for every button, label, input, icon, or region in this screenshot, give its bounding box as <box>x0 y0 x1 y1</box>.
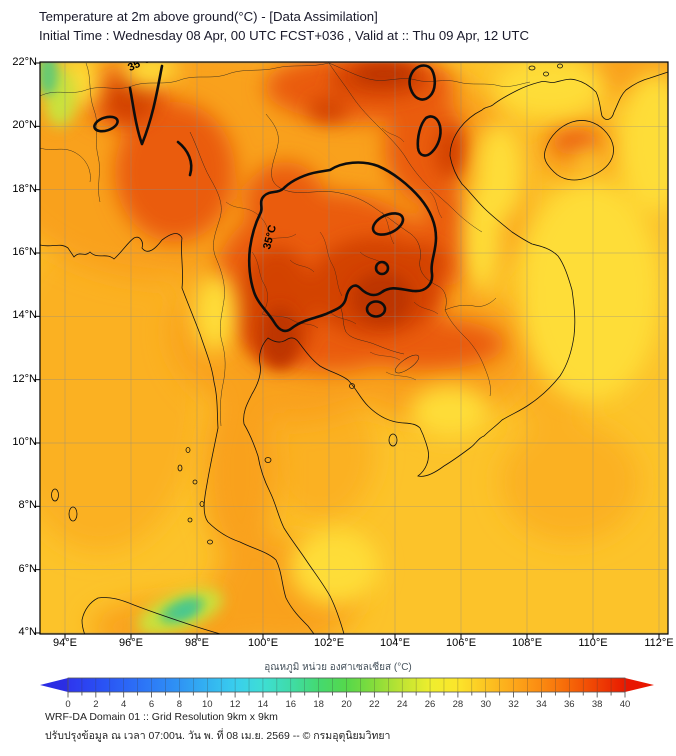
isotherm-35c-main <box>247 161 438 333</box>
map-gridlines <box>40 62 668 634</box>
warm-yellow-layer <box>60 62 668 605</box>
lon-tick-label: 102°E <box>313 637 345 649</box>
colorbar-tick-label: 18 <box>313 699 324 710</box>
colorbar-ticks <box>67 692 626 698</box>
colorbar-arrow-left <box>40 678 68 692</box>
colorbar-label: อุณหภูมิ หน่วย องศาเซลเซียส (°C) <box>264 662 412 673</box>
isotherm-35c-myanmar-v <box>128 64 164 146</box>
island <box>177 464 183 472</box>
colorbar-svg: 0 2 4 6 8 10 12 14 16 18 20 22 24 26 28 30 32 34 36 38 40 <box>40 677 654 710</box>
country-borders <box>40 62 531 427</box>
island <box>528 65 536 71</box>
lat-tick-label: 20°N <box>12 119 37 132</box>
map-content: 35°C 35°C <box>40 62 668 634</box>
teal-layer <box>170 603 198 619</box>
map-plot: 35°C 35°C <box>30 52 676 646</box>
island <box>68 506 78 522</box>
page-subtitle: Initial Time : Wednesday 08 Apr, 00 UTC … <box>39 28 530 43</box>
island <box>388 433 398 447</box>
colorbar-tick-label: 34 <box>536 699 547 710</box>
colorbar-tick-label: 40 <box>620 699 631 710</box>
colorbar-tick-label: 24 <box>397 699 408 710</box>
lon-tick-label: 100°E <box>247 637 279 649</box>
colorbar-tick-label: 6 <box>149 699 154 710</box>
page-title: Temperature at 2m above ground(°C) - [Da… <box>39 9 378 24</box>
island <box>349 383 355 389</box>
colorbar-tick-label: 36 <box>564 699 575 710</box>
island <box>51 488 59 502</box>
axis-tick-marks <box>34 62 660 640</box>
colorbar-tick-label: 8 <box>177 699 182 710</box>
lon-tick-label: 106°E <box>445 637 477 649</box>
lat-tick-label: 14°N <box>12 309 37 322</box>
colorbar-tick-label: 14 <box>258 699 269 710</box>
colorbar-tick-label: 28 <box>453 699 464 710</box>
colorbar-tick-label: 12 <box>230 699 241 710</box>
island <box>185 447 191 453</box>
mainland-coast-gulf-vietnam <box>243 71 668 634</box>
tonle-sap-lake <box>394 354 420 374</box>
colorbar-arrow-right <box>625 678 654 692</box>
lon-tick-label: 110°E <box>578 637 608 649</box>
isotherm-35c-nvietnam-1 <box>408 64 437 101</box>
island <box>557 63 563 69</box>
isotherm-35c-nvietnam-2 <box>416 115 442 157</box>
lat-tick-label: 4°N <box>18 625 37 638</box>
colorbar-tick-label: 0 <box>65 699 70 710</box>
lat-tick-label: 10°N <box>12 435 37 448</box>
isotherm-35c-inner <box>365 300 387 318</box>
colorbar-tick-labels: 0 2 4 6 8 10 12 14 16 18 20 22 24 26 28 30 32 34 36 38 40 <box>65 699 630 710</box>
island <box>192 479 198 485</box>
island <box>264 457 272 463</box>
colorbar-tick-label: 10 <box>202 699 213 710</box>
colorbar: 0 2 4 6 8 10 12 14 16 18 20 22 24 26 28 30 32 34 36 38 40 <box>30 670 676 716</box>
isotherm-contours <box>93 64 442 333</box>
title-block: Temperature at 2m above ground(°C) - [Da… <box>39 7 529 45</box>
colorbar-tick-label: 32 <box>508 699 519 710</box>
island <box>543 71 549 77</box>
colorbar-tick-label: 16 <box>286 699 297 710</box>
colorbar-tick-label: 22 <box>369 699 380 710</box>
footer-line-2: ปรับปรุงข้อมูล ณ เวลา 07:00น. วัน พ. ที่… <box>45 730 391 742</box>
mainland-coast-west <box>40 233 315 634</box>
map-frame <box>39 61 669 635</box>
isotherm-35c-border-arc <box>176 140 193 177</box>
lon-tick-label: 94°E <box>53 637 77 649</box>
isotherm-35c-inner <box>371 212 405 236</box>
island <box>187 517 193 523</box>
lon-tick-label: 108°E <box>511 637 543 649</box>
colorbar-tick-label: 38 <box>592 699 603 710</box>
colorbar-tick-label: 30 <box>480 699 491 710</box>
coastlines <box>40 63 668 634</box>
island <box>199 501 205 507</box>
colorbar-cell-lines <box>81 678 612 692</box>
colorbar-tick-label: 2 <box>93 699 98 710</box>
colorbar-tick-label: 20 <box>341 699 352 710</box>
map-svg: 35°C 35°C <box>34 61 669 640</box>
colorbar-tick-label: 26 <box>425 699 436 710</box>
footer-line-1: WRF-DA Domain 01 :: Grid Resolution 9km … <box>45 711 278 723</box>
colorbar-tick-label: 4 <box>121 699 126 710</box>
isotherm-35c-myanmar-ellipse <box>93 115 119 133</box>
lon-tick-label: 104°E <box>379 637 411 649</box>
lat-tick-label: 18°N <box>12 182 37 195</box>
lat-tick-label: 22°N <box>12 56 37 68</box>
lat-tick-label: 16°N <box>12 245 37 258</box>
lat-tick-label: 6°N <box>18 562 37 575</box>
lat-tick-label: 12°N <box>12 372 37 385</box>
lon-tick-label: 96°E <box>119 637 143 649</box>
lon-tick-label: 98°E <box>185 637 209 649</box>
island <box>207 539 213 545</box>
sumatra-coast <box>81 597 222 634</box>
lat-tick-label: 8°N <box>18 499 37 512</box>
isotherm-35c-inner <box>374 260 390 276</box>
hainan-coast <box>544 120 614 181</box>
lon-tick-label: 112°E <box>644 637 674 649</box>
